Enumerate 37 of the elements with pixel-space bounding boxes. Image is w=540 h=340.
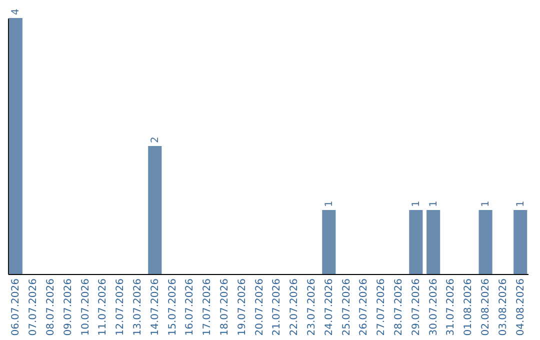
x-tick-label: 25.07.2026: [341, 278, 352, 336]
data-label: 1: [410, 200, 422, 207]
x-tick-label: 01.08.2026: [463, 278, 474, 336]
x-tick-label: 27.07.2026: [376, 278, 388, 336]
x-tick-label: 26.07.2026: [358, 278, 370, 336]
x-tick-label: 10.07.2026: [80, 278, 92, 336]
x-tick-label: 22.07.2026: [289, 278, 300, 336]
data-label: 1: [428, 200, 440, 207]
data-label: 1: [324, 200, 335, 207]
x-tick-label: 20.07.2026: [254, 278, 266, 336]
x-tick-label: 18.07.2026: [219, 278, 230, 336]
x-tick-label: 14.07.2026: [150, 278, 161, 336]
data-label: 1: [515, 200, 526, 207]
x-tick-label: 17.07.2026: [202, 278, 214, 336]
x-tick-label: 02.08.2026: [480, 278, 492, 336]
x-tick-label: 06.07.2026: [10, 278, 22, 336]
x-tick-label: 29.07.2026: [410, 278, 422, 336]
x-tick-label: 04.08.2026: [515, 278, 526, 336]
x-tick-label: 23.07.2026: [306, 278, 318, 336]
x-tick-label: 16.07.2026: [184, 278, 196, 336]
x-tick-label: 13.07.2026: [132, 278, 144, 336]
x-tick-label: 07.07.2026: [28, 278, 40, 336]
data-label: 1: [480, 200, 492, 207]
data-label: 4: [10, 8, 22, 15]
x-tick-label: 19.07.2026: [236, 278, 248, 336]
x-tick-label: 21.07.2026: [272, 278, 283, 336]
x-tick-label: 08.07.2026: [45, 278, 56, 336]
x-tick-label: 09.07.2026: [62, 278, 74, 336]
x-tick-label: 24.07.2026: [324, 278, 335, 336]
x-tick-label: 28.07.2026: [394, 278, 405, 336]
x-tick-label: 12.07.2026: [115, 278, 126, 336]
x-tick-label: 15.07.2026: [167, 278, 178, 336]
x-tick-label: 11.07.2026: [98, 278, 109, 336]
x-tick-label: 30.07.2026: [428, 278, 440, 336]
x-tick-label: 31.07.2026: [446, 278, 457, 336]
x-tick-label: 03.08.2026: [498, 278, 509, 336]
data-label: 2: [150, 136, 161, 143]
